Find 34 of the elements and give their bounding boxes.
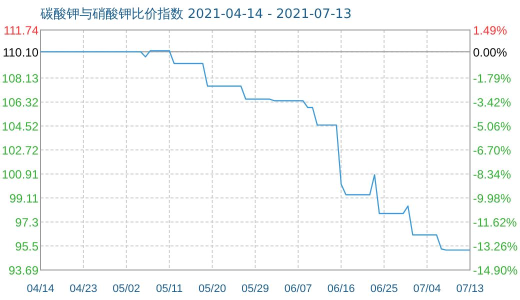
y-tick-label: 97.3 [15, 216, 39, 230]
x-tick-label: 04/23 [70, 283, 98, 295]
x-tick-label: 06/16 [327, 283, 355, 295]
x-tick-label: 07/13 [456, 283, 484, 295]
y-tick-label: 111.74 [4, 24, 39, 38]
y2-tick-label: -6.70% [473, 143, 512, 158]
x-tick-label: 07/04 [413, 283, 441, 295]
x-tick-label: 05/29 [241, 283, 270, 295]
x-tick-label: 05/20 [198, 283, 226, 295]
x-tick-label: 06/07 [284, 283, 312, 295]
y2-tick-label: -8.34% [473, 167, 512, 182]
y2-tick-label: -11.62% [473, 215, 518, 230]
y-tick-label: 106.32 [2, 96, 39, 110]
y-tick-label: 108.13 [2, 72, 39, 86]
chart-title: 碳酸钾与硝酸钾比价指数 2021-04-14 - 2021-07-13 [40, 7, 352, 22]
y2-tick-label: -5.06% [473, 119, 512, 134]
y2-tick-label: -14.90% [473, 264, 518, 278]
y2-tick-label: -13.26% [473, 239, 518, 254]
y-tick-label: 99.11 [9, 191, 39, 206]
y2-tick-label: -3.42% [473, 95, 512, 110]
y-tick-label: 100.91 [2, 168, 39, 182]
y-tick-label: 104.52 [2, 120, 39, 134]
y-tick-label: 95.5 [15, 239, 39, 254]
y-tick-label: 110.10 [2, 45, 39, 60]
x-tick-label: 05/11 [156, 283, 183, 295]
y-tick-label: 102.72 [2, 143, 39, 158]
x-tick-label: 04/14 [26, 283, 54, 295]
y2-tick-label: -1.79% [473, 72, 512, 86]
y2-tick-label: 0.00% [473, 45, 508, 60]
x-tick-label: 05/02 [112, 283, 140, 295]
x-tick-label: 06/25 [370, 283, 398, 295]
y2-tick-label: -9.98% [473, 191, 512, 206]
y2-tick-label: 1.49% [473, 24, 508, 38]
y-tick-label: 93.69 [8, 264, 39, 278]
